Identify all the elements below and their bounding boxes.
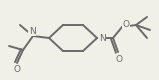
Text: N: N (99, 34, 105, 42)
Text: O: O (115, 54, 122, 64)
Text: O: O (122, 20, 129, 28)
Text: O: O (14, 66, 21, 74)
Text: N: N (29, 26, 35, 36)
